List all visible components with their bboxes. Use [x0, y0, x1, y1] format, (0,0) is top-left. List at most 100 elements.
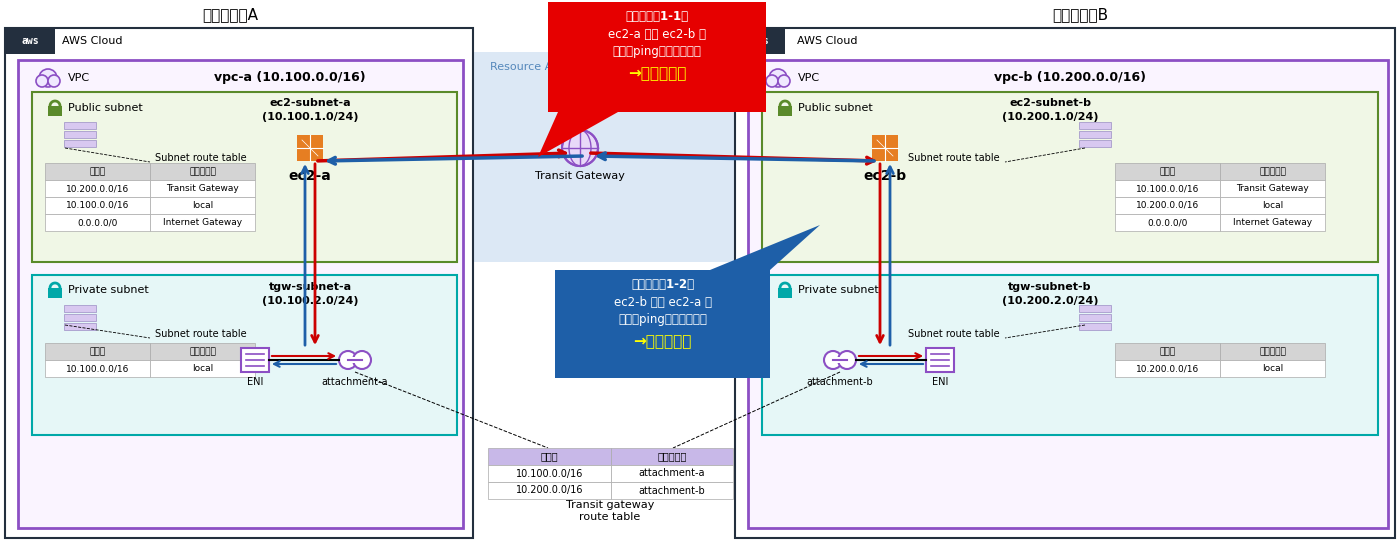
Bar — [748, 60, 1387, 528]
Bar — [1079, 131, 1112, 138]
Text: 10.200.0.0/16: 10.200.0.0/16 — [515, 485, 582, 496]
Text: ターゲット: ターゲット — [1259, 167, 1287, 176]
Text: Public subnet: Public subnet — [69, 103, 143, 113]
Bar — [872, 135, 897, 161]
Text: Internet Gateway: Internet Gateway — [162, 218, 242, 227]
Bar — [735, 28, 785, 54]
Text: アカウントA: アカウントA — [202, 8, 258, 22]
Circle shape — [353, 351, 371, 369]
Text: Private subnet: Private subnet — [798, 285, 879, 295]
Text: vpc-b (10.200.0.0/16): vpc-b (10.200.0.0/16) — [994, 71, 1147, 84]
Bar — [1219, 343, 1324, 360]
Text: 10.200.0.0/16: 10.200.0.0/16 — [1135, 201, 1200, 210]
Bar — [1079, 314, 1112, 321]
Bar — [925, 348, 953, 372]
Text: (10.100.2.0/24): (10.100.2.0/24) — [262, 296, 358, 306]
Circle shape — [839, 351, 855, 369]
Bar — [778, 288, 792, 298]
Text: Resource A: Resource A — [490, 62, 552, 72]
Text: aws: aws — [21, 36, 39, 46]
Text: tgw-subnet-a: tgw-subnet-a — [269, 282, 351, 292]
Bar — [45, 360, 150, 377]
Text: ターゲット: ターゲット — [189, 347, 216, 356]
Circle shape — [766, 75, 778, 87]
Bar — [150, 343, 255, 360]
Text: Transit Gateway: Transit Gateway — [1236, 184, 1309, 193]
Text: ターゲット: ターゲット — [657, 452, 686, 461]
Text: 10.200.0.0/16: 10.200.0.0/16 — [66, 184, 129, 193]
Bar — [150, 180, 255, 197]
Bar — [64, 314, 97, 321]
Bar — [1219, 197, 1324, 214]
Text: VPC: VPC — [69, 73, 90, 83]
Circle shape — [36, 75, 48, 87]
Bar — [489, 448, 610, 465]
Text: Subnet route table: Subnet route table — [155, 153, 246, 163]
Bar — [610, 448, 734, 465]
Text: 0.0.0.0/0: 0.0.0.0/0 — [1148, 218, 1187, 227]
Text: 送信先: 送信先 — [90, 167, 105, 176]
Bar — [241, 348, 269, 372]
Text: 通信（ping）が通るか？: 通信（ping）が通るか？ — [617, 313, 707, 326]
Text: VPC: VPC — [798, 73, 820, 83]
Bar — [64, 131, 97, 138]
Circle shape — [48, 75, 60, 87]
Text: 10.100.0.0/16: 10.100.0.0/16 — [1135, 184, 1200, 193]
Bar — [468, 52, 738, 262]
Circle shape — [561, 130, 598, 166]
Bar — [833, 357, 847, 363]
Bar — [32, 275, 456, 435]
Bar — [1114, 197, 1219, 214]
Bar — [1219, 214, 1324, 231]
Circle shape — [339, 351, 357, 369]
Text: Transit Gateway: Transit Gateway — [167, 184, 239, 193]
Bar — [1219, 360, 1324, 377]
Bar — [18, 60, 463, 528]
Text: aws: aws — [752, 36, 769, 46]
Bar — [6, 28, 473, 538]
Bar — [64, 305, 97, 312]
FancyBboxPatch shape — [547, 2, 766, 112]
Bar — [150, 360, 255, 377]
Bar — [32, 92, 456, 262]
Bar — [48, 288, 62, 298]
Bar — [1079, 122, 1112, 129]
Text: local: local — [1261, 201, 1284, 210]
Text: tgw-subnet-b: tgw-subnet-b — [1008, 282, 1092, 292]
Bar — [45, 163, 150, 180]
Text: ターゲット: ターゲット — [189, 167, 216, 176]
Bar — [45, 180, 150, 197]
Text: ec2-a: ec2-a — [288, 169, 332, 183]
Bar — [6, 28, 55, 54]
Text: ENI: ENI — [932, 377, 948, 387]
Text: Subnet route table: Subnet route table — [155, 329, 246, 339]
Text: (10.200.1.0/24): (10.200.1.0/24) — [1002, 112, 1098, 122]
Bar — [1079, 140, 1112, 147]
Bar — [610, 465, 734, 482]
Bar — [45, 343, 150, 360]
Text: Internet Gateway: Internet Gateway — [1233, 218, 1312, 227]
Text: アカウントB: アカウントB — [1051, 8, 1107, 22]
Text: 【検証観点1-1】: 【検証観点1-1】 — [626, 9, 689, 22]
Text: 送信先: 送信先 — [1159, 167, 1176, 176]
FancyBboxPatch shape — [554, 270, 770, 378]
Bar — [150, 214, 255, 231]
Bar — [1114, 163, 1219, 180]
Text: →結果：通る: →結果：通る — [633, 335, 692, 349]
Bar — [762, 275, 1378, 435]
Text: attachment-b: attachment-b — [638, 485, 706, 496]
Bar — [64, 323, 97, 330]
Bar — [778, 106, 792, 116]
Text: local: local — [1261, 364, 1284, 373]
Text: route table: route table — [580, 512, 641, 522]
Polygon shape — [710, 225, 820, 270]
Text: AWS Cloud: AWS Cloud — [797, 36, 857, 46]
Text: 送信先: 送信先 — [1159, 347, 1176, 356]
Bar — [1079, 323, 1112, 330]
Text: 10.100.0.0/16: 10.100.0.0/16 — [515, 468, 582, 479]
Bar — [1219, 163, 1324, 180]
Polygon shape — [538, 112, 617, 157]
Text: Subnet route table: Subnet route table — [909, 153, 1000, 163]
Circle shape — [825, 351, 841, 369]
Bar — [489, 465, 610, 482]
